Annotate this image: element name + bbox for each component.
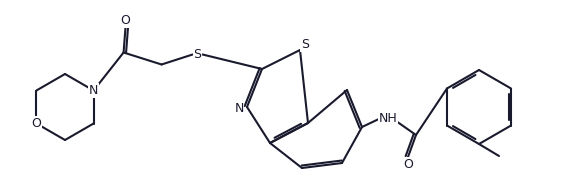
Text: S: S — [301, 38, 309, 52]
Text: N: N — [234, 102, 243, 114]
Text: NH: NH — [379, 112, 397, 124]
Text: S: S — [194, 48, 201, 61]
Text: O: O — [403, 157, 413, 170]
Text: N: N — [89, 84, 98, 97]
Text: O: O — [121, 14, 131, 27]
Text: O: O — [31, 117, 42, 130]
